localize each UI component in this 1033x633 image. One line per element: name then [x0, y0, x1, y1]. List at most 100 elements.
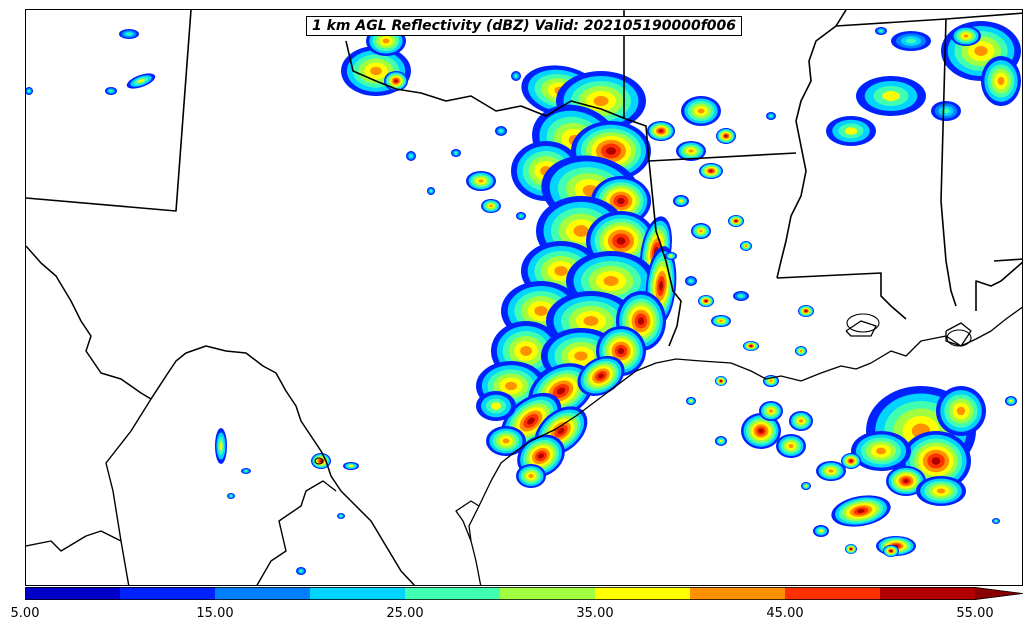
echo-cell [801, 482, 811, 490]
colorbar-segment [690, 587, 786, 600]
boundary-mississippi [776, 10, 847, 279]
echo-cell [665, 252, 677, 260]
echo-cell [741, 413, 781, 449]
echo-cell [698, 295, 714, 307]
state-boundaries [26, 10, 1022, 347]
colorbar-segment [25, 587, 121, 600]
echo-cell [728, 215, 744, 227]
echo-cell [711, 315, 731, 327]
echo-cell [715, 436, 727, 446]
colorbar-segment [500, 587, 596, 600]
echo-cell [616, 291, 666, 351]
mexico-state-lines [26, 398, 337, 585]
echo-cell [296, 567, 306, 575]
echo-cell [743, 341, 759, 351]
echo-cell [686, 397, 696, 405]
echo-cell [466, 171, 496, 191]
echo-cell [759, 401, 783, 421]
echo-cell [681, 96, 721, 126]
echo-cell [699, 163, 723, 179]
echo-cell [586, 211, 656, 271]
colorbar-extend-arrow [975, 587, 1023, 600]
boundary-tx-la [625, 118, 682, 347]
echo-cell [491, 321, 561, 381]
boundary-fl [993, 258, 1022, 262]
lakes [314, 313, 972, 465]
colorbar-tick-label: 15.00 [196, 606, 234, 621]
echo-cell [936, 386, 986, 436]
boundary-ar-la [648, 152, 797, 162]
boundary-red-river [345, 40, 627, 120]
echo-cell [337, 513, 345, 519]
colorbar-segment [880, 587, 976, 600]
echo-cell [813, 525, 829, 537]
echo-cell [845, 544, 857, 554]
map-panel: 1 km AGL Reflectivity (dBZ) Valid: 20210… [25, 9, 1023, 586]
echo-cell [215, 428, 227, 464]
colorbar-segment [595, 587, 691, 600]
echo-cell [105, 87, 117, 95]
echo-cell [685, 276, 697, 286]
echo-cell [119, 29, 139, 39]
echo-cell [516, 212, 526, 220]
colorbar-tick-label: 5.00 [10, 606, 40, 621]
echo-cell [451, 149, 461, 157]
echo-cell [795, 346, 807, 356]
echo-cell [406, 151, 416, 161]
echo-cell [647, 121, 675, 141]
colorbar-segment [310, 587, 406, 600]
echo-cell [851, 431, 911, 471]
echo-cell [798, 305, 814, 317]
boundary-ms-al [940, 18, 957, 307]
echo-cell [384, 71, 408, 91]
echo-cell [883, 545, 899, 557]
echo-cell [715, 376, 727, 386]
echo-cell [481, 199, 501, 213]
colorbar-outline [25, 587, 1023, 600]
echo-cell [486, 426, 526, 456]
echo-cell [766, 112, 776, 120]
echo-cell [716, 128, 736, 144]
boundary-al-fl [975, 261, 1022, 311]
echo-cell [577, 356, 625, 396]
international-boundary [26, 245, 416, 585]
coastline [455, 306, 1022, 585]
colorbar [25, 587, 1023, 600]
echo-cell [241, 468, 251, 474]
echo-cell [673, 195, 689, 207]
echo-cell [875, 27, 887, 35]
colorbar-tick-label: 45.00 [766, 606, 804, 621]
echo-cell [126, 73, 156, 89]
colorbar-segment [120, 587, 216, 600]
echo-cell [476, 391, 516, 421]
echo-cell [343, 462, 359, 470]
echo-cell [981, 56, 1021, 106]
echo-cell [886, 466, 926, 496]
echo-cell [676, 141, 706, 161]
colorbar-segment [215, 587, 311, 600]
echo-cell [992, 518, 1000, 524]
echo-cell [227, 493, 235, 499]
boundary-al [835, 12, 1022, 27]
echo-cell [776, 434, 806, 458]
echo-cell [816, 461, 846, 481]
echo-cell [733, 291, 749, 301]
colorbar-tick-label: 35.00 [576, 606, 614, 621]
echo-cell [495, 126, 507, 136]
echo-cell [26, 87, 33, 95]
echo-cell [931, 101, 961, 121]
echo-cell [951, 26, 981, 46]
boundary-nm-west [26, 10, 192, 212]
echo-cell [740, 241, 752, 251]
echo-cell [916, 476, 966, 506]
echo-cell [826, 116, 876, 146]
echo-cell [427, 187, 435, 195]
colorbar-tick-label: 25.00 [386, 606, 424, 621]
colorbar-segment [785, 587, 881, 600]
echo-cell [511, 71, 521, 81]
colorbar-tick-label: 55.00 [956, 606, 994, 621]
echo-cell [831, 495, 891, 527]
echo-cell [841, 453, 861, 469]
reflectivity-map [26, 10, 1022, 585]
echo-cell [856, 76, 926, 116]
